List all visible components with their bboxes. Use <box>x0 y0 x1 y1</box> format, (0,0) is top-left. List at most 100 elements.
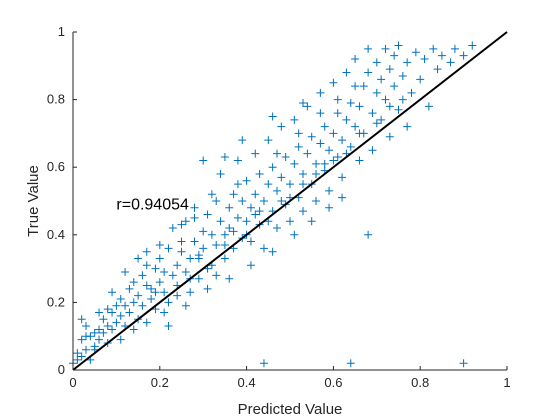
data-point <box>390 82 399 91</box>
data-point <box>142 261 151 270</box>
data-point <box>190 237 199 246</box>
data-point <box>181 217 190 226</box>
data-point <box>277 122 286 131</box>
data-point <box>108 325 117 334</box>
data-point <box>207 230 216 239</box>
data-point <box>216 169 225 178</box>
data-point <box>77 335 86 344</box>
data-point <box>429 44 438 53</box>
data-point <box>411 48 420 57</box>
data-point <box>108 288 117 297</box>
data-point <box>129 298 138 307</box>
data-point <box>216 217 225 226</box>
data-point <box>342 115 351 124</box>
data-point <box>372 58 381 67</box>
data-point <box>316 139 325 148</box>
data-point <box>233 180 242 189</box>
data-point <box>199 227 208 236</box>
data-point <box>121 267 130 276</box>
data-point <box>277 197 286 205</box>
data-point <box>325 146 334 155</box>
data-point <box>164 244 173 253</box>
data-point <box>225 274 234 283</box>
x-axis-title: Predicted Value <box>238 401 343 418</box>
data-point <box>77 352 86 361</box>
data-point <box>377 115 386 124</box>
data-point <box>73 355 82 364</box>
data-point <box>103 322 112 331</box>
data-point <box>181 267 190 276</box>
data-point <box>246 261 255 270</box>
data-point <box>121 301 130 310</box>
data-point <box>272 224 281 233</box>
data-point <box>155 278 164 287</box>
data-point <box>329 156 338 165</box>
data-point <box>303 102 312 111</box>
data-point <box>420 55 429 64</box>
data-point <box>272 186 281 195</box>
data-point <box>82 332 91 341</box>
y-tick-label: 1 <box>58 24 65 39</box>
data-point <box>372 119 381 128</box>
data-point <box>229 227 238 236</box>
data-point <box>277 173 286 182</box>
data-point <box>225 224 234 233</box>
data-point <box>164 322 173 331</box>
data-point <box>220 230 229 239</box>
data-point <box>355 156 364 165</box>
data-point <box>186 288 195 297</box>
data-point <box>108 308 117 317</box>
data-point <box>112 318 121 327</box>
data-point <box>346 142 355 151</box>
data-point <box>177 247 186 256</box>
data-point <box>299 169 308 178</box>
x-tick-label: 0.2 <box>151 375 169 390</box>
data-point <box>325 203 334 212</box>
data-point <box>307 132 316 141</box>
data-point <box>459 51 468 60</box>
data-point <box>286 217 294 226</box>
data-point <box>351 122 360 131</box>
data-point <box>134 291 143 300</box>
data-point <box>220 153 229 162</box>
data-point <box>437 51 446 60</box>
data-point <box>164 298 173 307</box>
data-point <box>381 44 390 53</box>
data-point <box>385 102 394 111</box>
data-point <box>225 203 234 212</box>
data-point <box>398 95 407 104</box>
data-point <box>77 315 86 324</box>
data-point <box>390 51 399 60</box>
data-point <box>259 359 268 368</box>
data-point <box>168 271 177 280</box>
data-point <box>272 149 281 158</box>
data-point <box>307 217 316 226</box>
data-point <box>255 207 264 216</box>
x-tick-label: 0.6 <box>324 375 342 390</box>
data-point <box>342 68 351 77</box>
data-point <box>181 301 190 310</box>
data-point <box>160 267 169 276</box>
data-point <box>294 142 303 151</box>
data-point <box>147 295 156 304</box>
data-point <box>155 240 164 249</box>
data-point <box>212 271 221 280</box>
data-point <box>329 78 338 87</box>
data-point <box>303 149 312 158</box>
data-point <box>212 197 221 205</box>
data-point <box>212 240 221 249</box>
x-tick-label: 1 <box>503 375 510 390</box>
data-point <box>203 284 212 293</box>
reference-line <box>72 31 508 371</box>
data-point <box>398 71 407 80</box>
data-point <box>99 328 108 337</box>
data-point <box>103 305 112 314</box>
data-point <box>129 278 138 287</box>
y-tick-label: 0.4 <box>47 227 65 242</box>
data-point <box>190 213 199 222</box>
data-point <box>299 207 308 216</box>
data-point <box>312 197 321 205</box>
data-point <box>407 88 416 97</box>
data-point <box>290 115 299 124</box>
data-point <box>199 244 208 253</box>
